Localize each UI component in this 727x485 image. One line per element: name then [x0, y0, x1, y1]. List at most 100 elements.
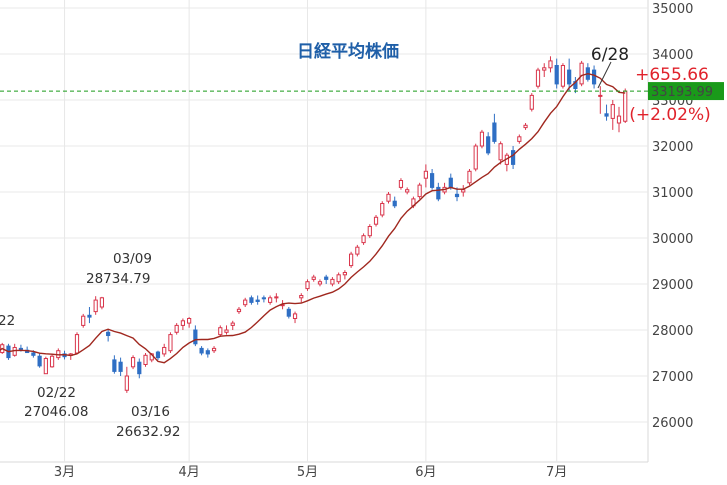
annotation-value: 22 [0, 313, 15, 329]
candle-body [417, 184, 422, 198]
candle-body [517, 136, 522, 142]
annotation-date: 03/16 [131, 404, 170, 420]
candle-body [479, 131, 485, 147]
candle [292, 311, 298, 324]
candle-body [542, 67, 547, 71]
candle-body [37, 355, 42, 367]
candle-body [74, 334, 80, 354]
candle-body [567, 69, 572, 85]
candle-body [529, 94, 534, 110]
candle [174, 323, 179, 335]
candle-body [299, 295, 304, 299]
candle [249, 295, 254, 305]
annotation-value: 28734.79 [86, 271, 150, 287]
candle-body [623, 90, 628, 122]
candle [124, 366, 129, 393]
y-tick-label: 31000 [652, 186, 693, 201]
candle-body [579, 62, 584, 85]
candle-body [349, 253, 354, 267]
candle-body [616, 115, 622, 124]
candle [199, 346, 204, 356]
last-close-badge [648, 82, 724, 101]
candle [224, 325, 229, 335]
candle-body [243, 299, 248, 306]
candle [542, 63, 547, 77]
candle-body [218, 327, 223, 336]
candle [236, 307, 242, 314]
last-close-value: 33193.99 [651, 85, 713, 100]
candle-body [224, 329, 229, 333]
candle [473, 143, 478, 172]
candle [430, 169, 435, 190]
candle-body [473, 145, 478, 170]
candle [361, 233, 366, 245]
candle-body [330, 278, 335, 285]
candle-body [87, 314, 92, 318]
candle-body [498, 143, 503, 161]
candle [218, 325, 223, 337]
candle [417, 182, 422, 199]
candle-body [523, 124, 528, 129]
candle [517, 134, 522, 144]
candle [243, 297, 248, 307]
candle [535, 67, 541, 89]
candle-body [392, 200, 397, 207]
candle [367, 224, 372, 238]
candle-body [311, 276, 316, 280]
candle [37, 353, 42, 368]
candle-body [598, 94, 603, 97]
candle [585, 63, 590, 82]
candle-body [336, 274, 341, 283]
candle [604, 104, 609, 121]
candle-body [423, 170, 428, 179]
candle-body [380, 203, 385, 216]
y-tick-label: 34000 [652, 48, 693, 63]
candle-body [230, 322, 235, 326]
candle-body [591, 69, 597, 85]
candle [317, 279, 323, 287]
candle-body [461, 189, 466, 193]
last-date-pointer [597, 61, 612, 89]
candle-body [211, 347, 217, 352]
candle [286, 307, 291, 319]
candle-body [205, 350, 210, 355]
candle [211, 346, 217, 353]
candle [324, 274, 329, 284]
candle-body [162, 346, 167, 355]
candle-body [535, 69, 541, 87]
candle-body [118, 361, 123, 372]
candle [467, 169, 472, 186]
candle-body [405, 189, 410, 193]
candle-body [510, 150, 516, 165]
candle-body [199, 347, 204, 354]
candle-body [355, 246, 360, 255]
annotation-value: 27046.08 [24, 404, 88, 420]
candle-body [106, 331, 111, 337]
y-tick-label: 26000 [652, 416, 693, 431]
candle-body [18, 347, 24, 350]
candle-body [174, 324, 179, 333]
candle-body [81, 315, 86, 326]
candle-body [286, 308, 291, 317]
candle-body [430, 173, 435, 188]
candle [137, 358, 142, 379]
candle-body [373, 216, 379, 225]
candle [392, 196, 397, 209]
candle-body [193, 329, 198, 345]
candle [311, 274, 316, 282]
candle [610, 100, 615, 130]
annotation-value: 26632.92 [116, 424, 180, 440]
x-tick-label: 7月 [546, 465, 567, 480]
candle-body [467, 170, 472, 184]
candle-body [342, 272, 347, 276]
candle [305, 279, 310, 291]
candle-body [143, 354, 148, 365]
candle [49, 353, 55, 368]
y-tick-label: 30000 [652, 232, 693, 247]
candle [330, 277, 335, 287]
candle-body [548, 60, 553, 69]
candle-body [187, 318, 192, 324]
candle [230, 320, 235, 330]
candle [130, 355, 136, 370]
